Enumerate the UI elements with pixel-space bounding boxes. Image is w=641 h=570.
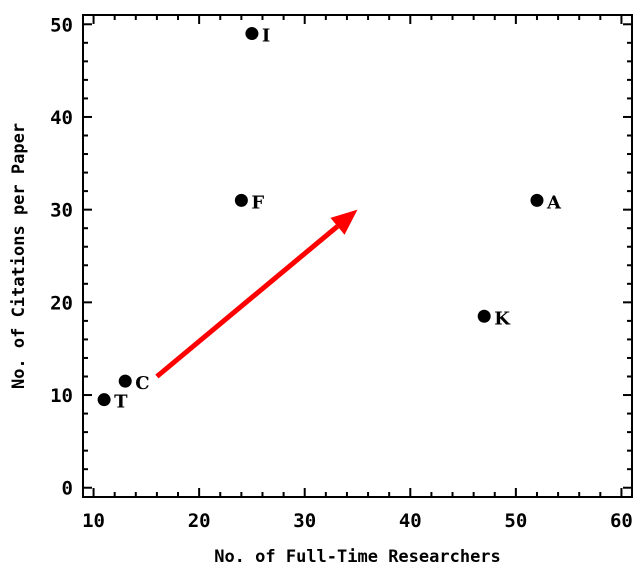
y-tick-label: 10	[50, 385, 73, 407]
data-point-label: C	[135, 373, 149, 394]
annotations	[155, 209, 358, 379]
y-tick-label: 40	[50, 107, 73, 129]
data-point-label: K	[494, 308, 511, 329]
y-tick-label: 0	[62, 478, 73, 500]
trend-arrow-head	[330, 209, 358, 235]
data-point-label: T	[114, 392, 128, 413]
x-tick-label: 30	[293, 510, 316, 532]
data-point-label: I	[262, 26, 270, 47]
plot-frame	[82, 14, 633, 498]
tick-labels: 10 20 30 40 50 60 0 10 20 30 40 50	[50, 14, 633, 532]
data-point	[97, 393, 111, 407]
x-tick-label: 20	[188, 510, 211, 532]
data-point	[118, 374, 132, 388]
x-tick-label: 10	[82, 510, 105, 532]
x-tick-label: 40	[399, 510, 422, 532]
y-axis-title: No. of Citations per Paper	[9, 123, 29, 389]
trend-arrow-shaft	[155, 224, 340, 379]
y-tick-label: 20	[50, 292, 73, 314]
data-point	[530, 193, 544, 207]
axis-ticks	[83, 15, 632, 497]
data-point	[245, 27, 259, 41]
data-point	[477, 309, 491, 323]
x-tick-label: 50	[504, 510, 527, 532]
y-tick-label: 50	[50, 14, 73, 36]
data-point-label: A	[546, 192, 562, 213]
data-point	[234, 193, 248, 207]
x-axis-title: No. of Full-Time Researchers	[214, 547, 501, 567]
x-tick-label: 60	[610, 510, 633, 532]
data-points: I F A K CT	[97, 26, 562, 413]
y-tick-label: 30	[50, 200, 73, 222]
data-point-label: F	[251, 192, 264, 213]
